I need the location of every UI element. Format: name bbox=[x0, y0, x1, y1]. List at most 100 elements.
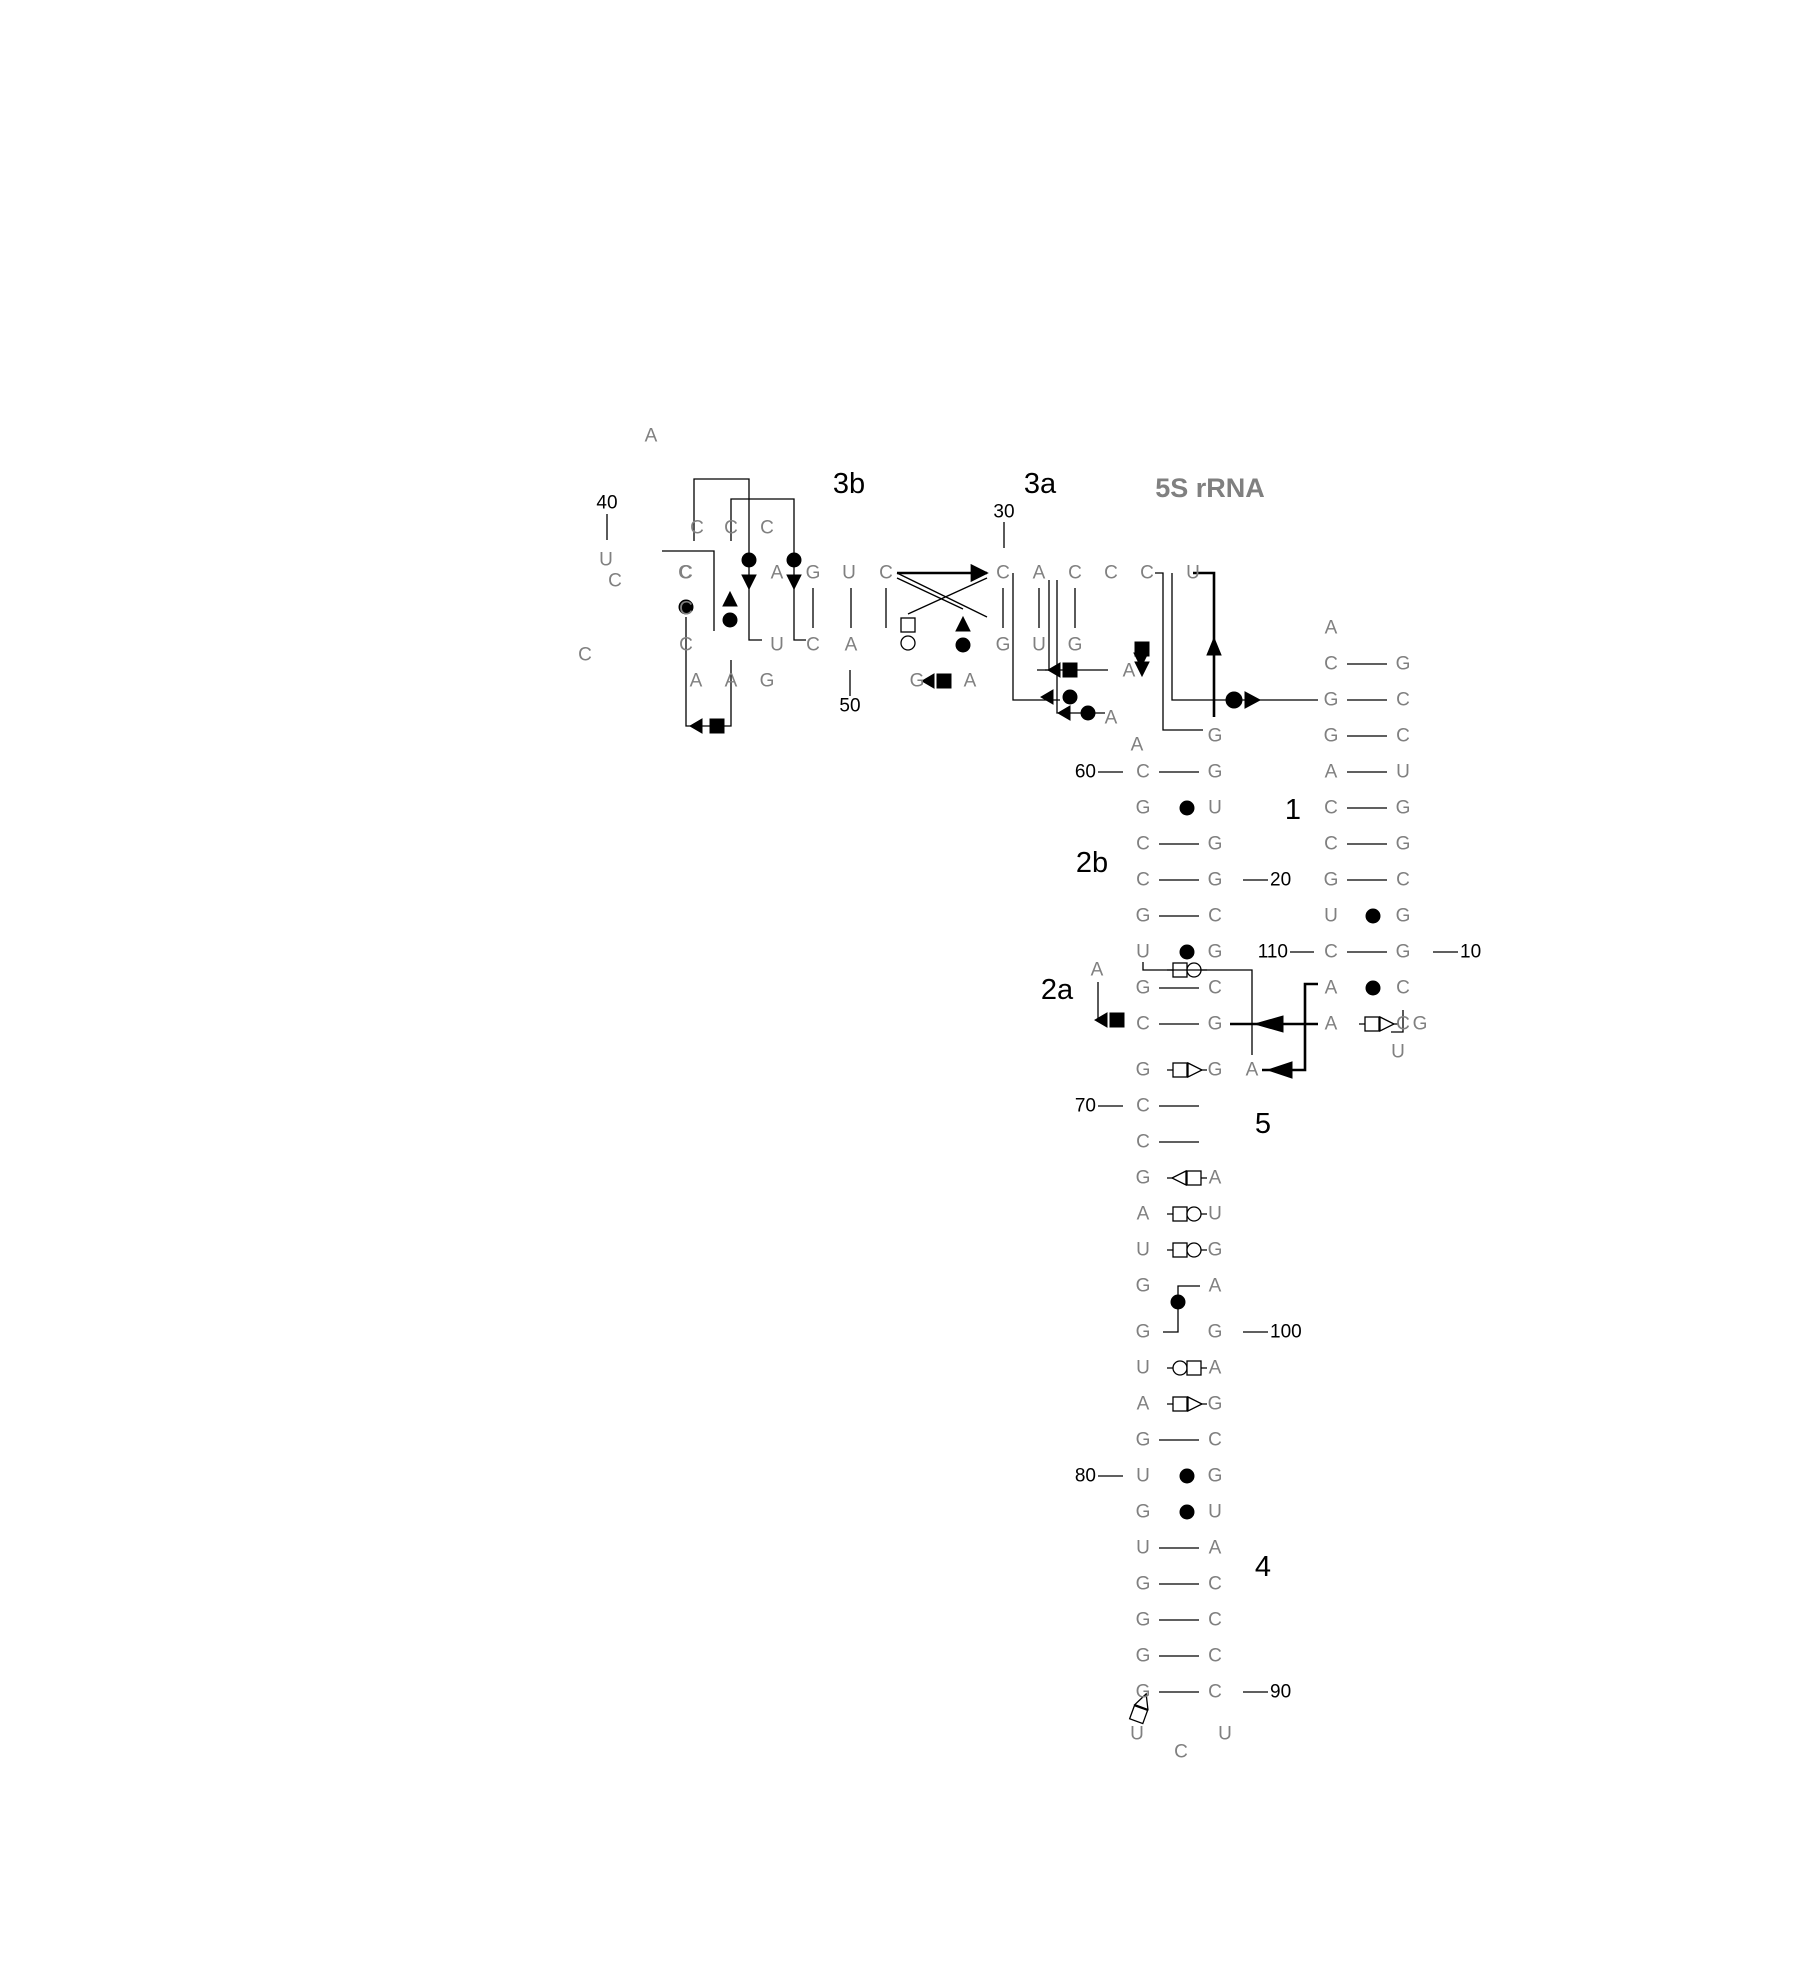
square-symbol bbox=[1172, 1062, 1188, 1078]
tertiary-bracket bbox=[1012, 573, 1060, 701]
nucleotide-stem-left-7: G bbox=[1136, 1430, 1151, 1451]
nucleotide-helix1-3prime-3: U bbox=[1396, 762, 1410, 783]
square-symbol bbox=[1172, 1206, 1188, 1222]
nucleotide-helix3-top-4: C bbox=[1140, 563, 1154, 584]
nucleotide-hairpin-loop4-0: C bbox=[1174, 1742, 1188, 1763]
position-marker-20: 20 bbox=[1243, 870, 1291, 891]
nucleotide-helix2-3prime-2: U bbox=[1208, 798, 1222, 819]
nucleotide-helix3-bottom-8: C bbox=[806, 635, 820, 656]
svg-text:40: 40 bbox=[596, 493, 617, 514]
nucleotide-helix3-bottom-9: U bbox=[770, 635, 784, 656]
nucleotide-helix1-3prime-8: G bbox=[1396, 942, 1411, 963]
nucleotide-helix1-3prime-10: C bbox=[1396, 1014, 1410, 1035]
nucleotide-helix1-5prime-3: G bbox=[1324, 726, 1339, 747]
base-pair-annotations bbox=[678, 552, 1399, 1725]
nucleotide-helix3-top-12: U bbox=[599, 550, 613, 571]
triangle-symbol bbox=[921, 673, 935, 689]
tertiary-line bbox=[907, 577, 988, 615]
square-symbol bbox=[1186, 1170, 1202, 1186]
helix-label-2b: 2b bbox=[1076, 847, 1108, 879]
nucleotide-helix1-3prime-0: G bbox=[1396, 654, 1411, 675]
nucleotide-stem-left-11: G bbox=[1136, 1574, 1151, 1595]
svg-text:10: 10 bbox=[1460, 942, 1481, 963]
nucleotide-stem-right-3: A bbox=[1209, 1276, 1222, 1297]
circle-symbol bbox=[1186, 1206, 1202, 1222]
nucleotide-helix2-3prime-10: A bbox=[1246, 1060, 1259, 1081]
square-symbol bbox=[900, 617, 916, 633]
nucleotide-stem-left-10: U bbox=[1136, 1538, 1150, 1559]
triangle-symbol bbox=[955, 615, 971, 632]
helix-label-2a: 2a bbox=[1041, 974, 1074, 1006]
helix-label-5: 5 bbox=[1255, 1108, 1271, 1140]
nucleotide-hairpin-loop3-6: G bbox=[760, 671, 775, 692]
nucleotide-helix2-5prime-10: C bbox=[1136, 1096, 1150, 1117]
svg-text:90: 90 bbox=[1270, 1682, 1291, 1703]
nucleotide-stem-left-1: A bbox=[1137, 1204, 1150, 1225]
nucleotide-stem-left-14: G bbox=[1136, 1682, 1151, 1703]
position-marker-50: 50 bbox=[839, 670, 861, 717]
wobble-pair-dot bbox=[1179, 1504, 1195, 1520]
position-marker-110: 110 bbox=[1258, 942, 1314, 963]
nucleotide-helix1-5prime-4: A bbox=[1325, 762, 1338, 783]
nucleotide-helix3-bottom-10: C bbox=[679, 635, 693, 656]
tertiary-bracket bbox=[1045, 580, 1050, 671]
position-marker-70: 70 bbox=[1075, 1096, 1123, 1117]
wobble-pair-dot bbox=[1179, 800, 1195, 816]
nucleotide-stem-right-11: C bbox=[1208, 1574, 1222, 1595]
nucleotide-helix1-5prime-5: C bbox=[1324, 798, 1338, 819]
nucleotide-stem-left-5: U bbox=[1136, 1358, 1150, 1379]
nucleotide-stem-right-7: C bbox=[1208, 1430, 1222, 1451]
helix-label-3a: 3a bbox=[1024, 468, 1057, 500]
nucleotide-helix2-5prime-5: G bbox=[1136, 906, 1151, 927]
nucleotide-helix1-5prime-7: G bbox=[1324, 870, 1339, 891]
nucleotide-helix3-top-2: C bbox=[1068, 563, 1082, 584]
nucleotide-hairpin-loop3-2: C bbox=[760, 518, 774, 539]
square-symbol bbox=[936, 673, 952, 689]
nucleotide-helix3-top-11: A bbox=[645, 426, 658, 447]
wobble-pair-dot bbox=[678, 599, 694, 615]
svg-text:20: 20 bbox=[1270, 870, 1291, 891]
svg-text:100: 100 bbox=[1270, 1322, 1302, 1343]
nucleotide-helix1-5prime-1: C bbox=[1324, 654, 1338, 675]
nucleotide-helix3-bottom-4: A bbox=[1105, 708, 1118, 729]
nucleotide-stem-left-13: G bbox=[1136, 1646, 1151, 1667]
nucleotide-helix3-top-5: U bbox=[1186, 563, 1200, 584]
nucleotide-helix2-5prime-1: C bbox=[1136, 762, 1150, 783]
position-marker-80: 80 bbox=[1075, 1466, 1123, 1487]
nucleotide-helix3-bottom-3: A bbox=[1123, 661, 1136, 682]
svg-text:70: 70 bbox=[1075, 1096, 1096, 1117]
nucleotide-stem-right-4: G bbox=[1208, 1322, 1223, 1343]
nucleotide-helix3-bottom-7: A bbox=[845, 635, 858, 656]
tertiary-line bbox=[1171, 573, 1318, 701]
triangle-symbol bbox=[1379, 1015, 1396, 1033]
nucleotide-helix1-5prime-6: C bbox=[1324, 834, 1338, 855]
tertiary-line bbox=[662, 550, 715, 631]
loop3-bracket bbox=[730, 498, 806, 641]
nucleotide-helix2-3prime-8: G bbox=[1208, 1014, 1223, 1035]
nucleotide-stem-left-3: G bbox=[1136, 1276, 1151, 1297]
nucleotide-helix3-top-3: C bbox=[1104, 563, 1118, 584]
triangle-symbol bbox=[722, 590, 738, 607]
nucleotide-stem-left-15: U bbox=[1130, 1724, 1144, 1745]
helix-label-3b: 3b bbox=[833, 468, 865, 500]
nucleotide-helix3-top-8: G bbox=[806, 563, 821, 584]
wobble-pair-dot bbox=[1365, 980, 1381, 996]
nucleotide-helix2-5prime-12: A bbox=[1091, 960, 1104, 981]
nucleotide-helix2-5prime-0: A bbox=[1131, 735, 1144, 756]
molecule-title: 5S rRNA bbox=[1155, 473, 1265, 503]
wobble-pair-dot bbox=[955, 637, 971, 653]
nucleotide-helix1-5prime-2: G bbox=[1324, 690, 1339, 711]
nucleotide-helix1-5prime-0: A bbox=[1325, 618, 1338, 639]
circle-symbol bbox=[1172, 1360, 1188, 1376]
tertiary-line bbox=[694, 660, 732, 727]
nucleotide-hairpin-loop3-3: C bbox=[679, 599, 693, 620]
position-marker-90: 90 bbox=[1243, 1682, 1291, 1703]
svg-text:110: 110 bbox=[1258, 942, 1288, 963]
nucleotide-helix1-3prime-7: G bbox=[1396, 906, 1411, 927]
nucleotide-helix1-3prime-12: U bbox=[1391, 1042, 1405, 1063]
position-marker-30: 30 bbox=[993, 502, 1015, 548]
nucleotide-stem-left-6: A bbox=[1137, 1394, 1150, 1415]
nucleotide-stem-left-4: G bbox=[1136, 1322, 1151, 1343]
nucleotide-helix2-5prime-6: U bbox=[1136, 942, 1150, 963]
